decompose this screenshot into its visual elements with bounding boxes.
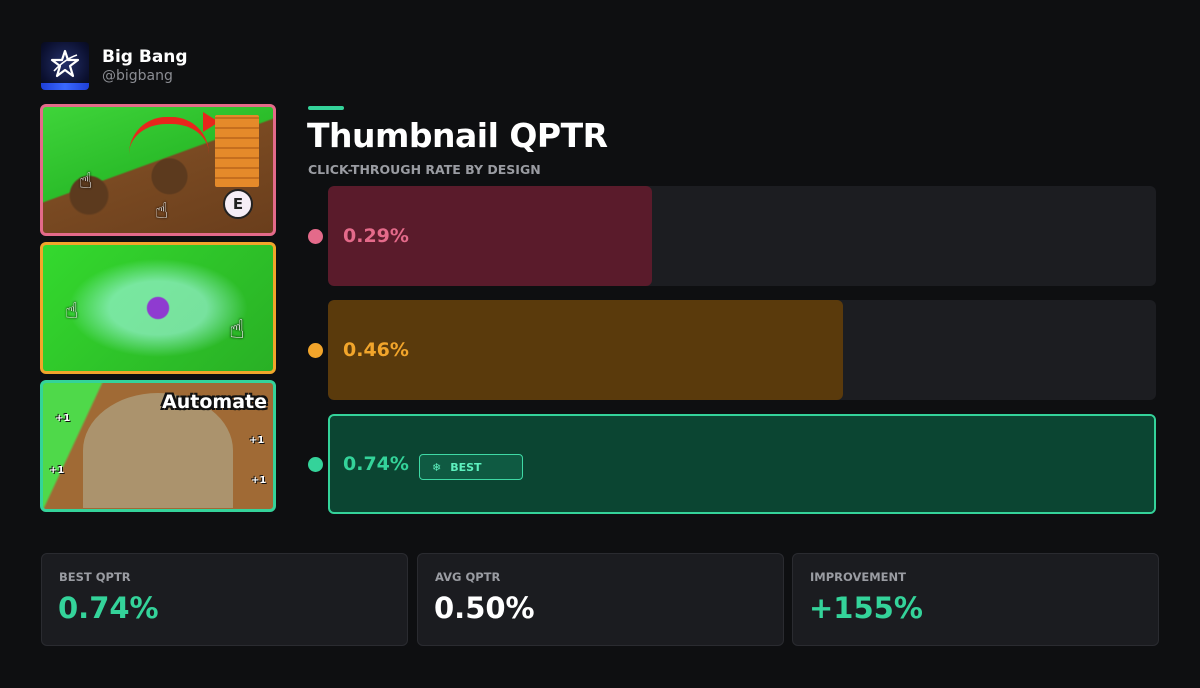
plus-one-label: +1 [55, 413, 71, 424]
stat-card-best: BEST QPTR 0.74% [41, 553, 408, 646]
thumbnail-2[interactable]: ☝ ☝ [40, 242, 276, 374]
stat-card-average: AVG QPTR 0.50% [417, 553, 784, 646]
pointer-hand-icon: ☝ [65, 299, 79, 324]
stat-label: AVG QPTR [435, 570, 501, 584]
legend-dot [308, 457, 323, 472]
best-badge-label: BEST [450, 460, 482, 474]
red-arrow-icon [129, 112, 219, 154]
pointer-hand-icon: ☝ [155, 199, 169, 224]
plus-one-label: +1 [249, 435, 265, 446]
bar-value-label: 0.46% [343, 339, 409, 361]
stat-label: IMPROVEMENT [810, 570, 906, 584]
legend-dot [308, 229, 323, 244]
thumbnail-3[interactable]: Automate +1 +1 +1 +1 [40, 380, 276, 512]
page-subtitle: CLICK-THROUGH RATE BY DESIGN [308, 162, 541, 177]
stat-label: BEST QPTR [59, 570, 131, 584]
e-key-icon: E [223, 189, 253, 219]
snowflake-icon: ❄ [432, 460, 442, 474]
title-accent-line [308, 106, 344, 110]
carrot-crate [215, 115, 259, 187]
page-title: Thumbnail QPTR [307, 116, 608, 155]
star-logo-icon [50, 49, 80, 78]
sprinkler-sweep [83, 393, 233, 508]
best-badge: ❄ BEST [419, 454, 523, 480]
bar-row: 0.74% ❄ BEST [306, 414, 1158, 514]
stat-value: 0.50% [434, 591, 535, 625]
avatar[interactable] [41, 42, 89, 90]
stat-card-improvement: IMPROVEMENT +155% [792, 553, 1159, 646]
thumbnail-list: ☝ ☝ E ☝ ☝ Automate +1 +1 +1 +1 [40, 104, 276, 518]
bar-track: 0.46% [328, 300, 1156, 400]
pointer-hand-icon: ☝ [79, 169, 93, 194]
bar-track: 0.29% [328, 186, 1156, 286]
bar[interactable] [328, 186, 652, 286]
bar-track: 0.74% ❄ BEST [328, 414, 1156, 514]
bar-value-label: 0.74% [343, 453, 409, 475]
plus-one-label: +1 [251, 475, 267, 486]
bar-value-label: 0.29% [343, 225, 409, 247]
stat-value: +155% [809, 591, 923, 625]
bar-row: 0.46% [306, 300, 1158, 400]
channel-name[interactable]: Big Bang [102, 47, 188, 67]
bar-row: 0.29% [306, 186, 1158, 286]
stat-value: 0.74% [58, 591, 159, 625]
thumbnail-1[interactable]: ☝ ☝ E [40, 104, 276, 236]
automate-text: Automate [162, 391, 267, 413]
plus-one-label: +1 [49, 465, 65, 476]
pointer-hand-icon: ☝ [229, 315, 245, 345]
channel-handle: @bigbang [102, 68, 173, 84]
bar[interactable] [328, 300, 843, 400]
channel-profile: Big Bang @bigbang [41, 42, 188, 90]
legend-dot [308, 343, 323, 358]
